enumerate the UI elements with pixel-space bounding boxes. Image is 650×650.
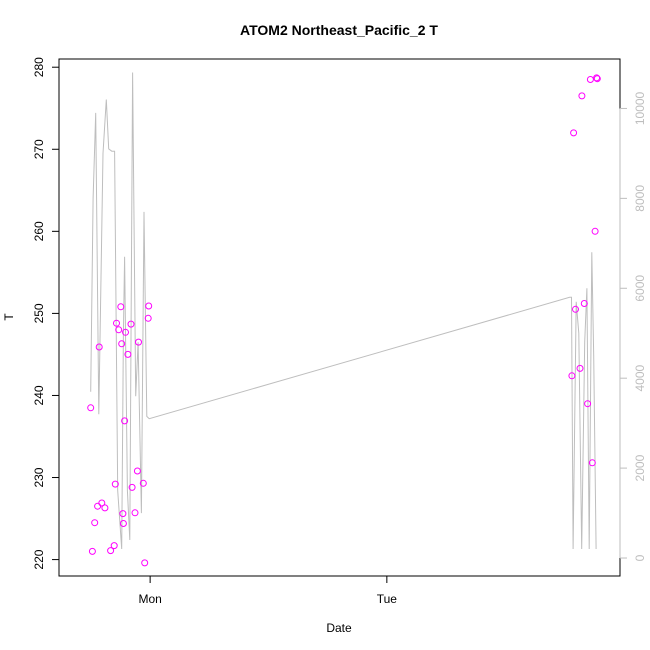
line-series xyxy=(90,72,597,550)
y-tick-label: 280 xyxy=(32,57,46,77)
y2-tick-label: 6000 xyxy=(633,275,647,302)
data-point xyxy=(586,76,594,83)
y2-tick-label: 2000 xyxy=(633,454,647,481)
data-point xyxy=(124,350,132,358)
x-tick-label: Tue xyxy=(377,592,398,606)
data-point xyxy=(119,510,127,518)
data-point xyxy=(139,479,147,487)
data-point xyxy=(110,542,118,550)
data-point xyxy=(133,467,141,475)
data-point xyxy=(576,364,584,372)
data-point xyxy=(122,328,129,336)
data-point xyxy=(135,338,142,346)
data-point xyxy=(101,504,109,512)
y2-tick-label: 10000 xyxy=(633,91,647,125)
y-tick-label: 250 xyxy=(32,303,46,323)
data-point xyxy=(107,547,115,555)
x-axis-label: Date xyxy=(326,621,352,635)
data-point xyxy=(113,319,120,327)
data-point xyxy=(121,417,129,425)
data-point xyxy=(584,400,592,408)
data-point xyxy=(128,483,136,491)
data-point xyxy=(127,320,135,328)
x-axis: Mon Tue xyxy=(138,575,398,606)
data-point xyxy=(111,480,119,488)
y2-tick-label: 8000 xyxy=(633,185,647,212)
y-tick-label: 260 xyxy=(32,221,46,241)
point-series xyxy=(87,74,601,567)
y-axis-label: T xyxy=(2,313,16,321)
data-point xyxy=(95,343,103,351)
y-tick-label: 230 xyxy=(32,467,46,487)
x-tick-label: Mon xyxy=(138,592,161,606)
data-point xyxy=(94,502,102,510)
y-axis: 220 230 240 250 260 270 280 xyxy=(32,57,60,570)
data-point xyxy=(115,326,123,334)
data-point xyxy=(91,519,99,527)
data-point xyxy=(144,314,152,322)
data-point xyxy=(570,129,578,137)
y-tick-label: 220 xyxy=(32,549,46,569)
data-point xyxy=(588,459,596,467)
data-point xyxy=(119,520,127,527)
data-point xyxy=(131,509,139,517)
data-point xyxy=(145,302,153,310)
data-point xyxy=(593,75,601,83)
data-point xyxy=(568,372,576,380)
chart-title: ATOM2 Northeast_Pacific_2 T xyxy=(240,22,438,38)
data-point xyxy=(118,340,126,348)
y2-axis: 0 2000 4000 6000 8000 10000 xyxy=(619,91,647,561)
y2-tick-label: 0 xyxy=(633,554,647,561)
data-point xyxy=(98,499,106,507)
data-point xyxy=(572,305,579,313)
data-point xyxy=(141,559,149,567)
y-tick-label: 270 xyxy=(32,139,46,159)
data-point xyxy=(593,74,601,82)
y-tick-label: 240 xyxy=(32,385,46,405)
series-line xyxy=(90,72,597,550)
data-point xyxy=(87,404,95,412)
y2-tick-label: 4000 xyxy=(633,365,647,392)
data-point xyxy=(580,300,588,307)
data-point xyxy=(591,227,599,235)
data-point xyxy=(578,92,586,100)
data-point xyxy=(117,303,125,311)
data-point xyxy=(88,547,96,555)
